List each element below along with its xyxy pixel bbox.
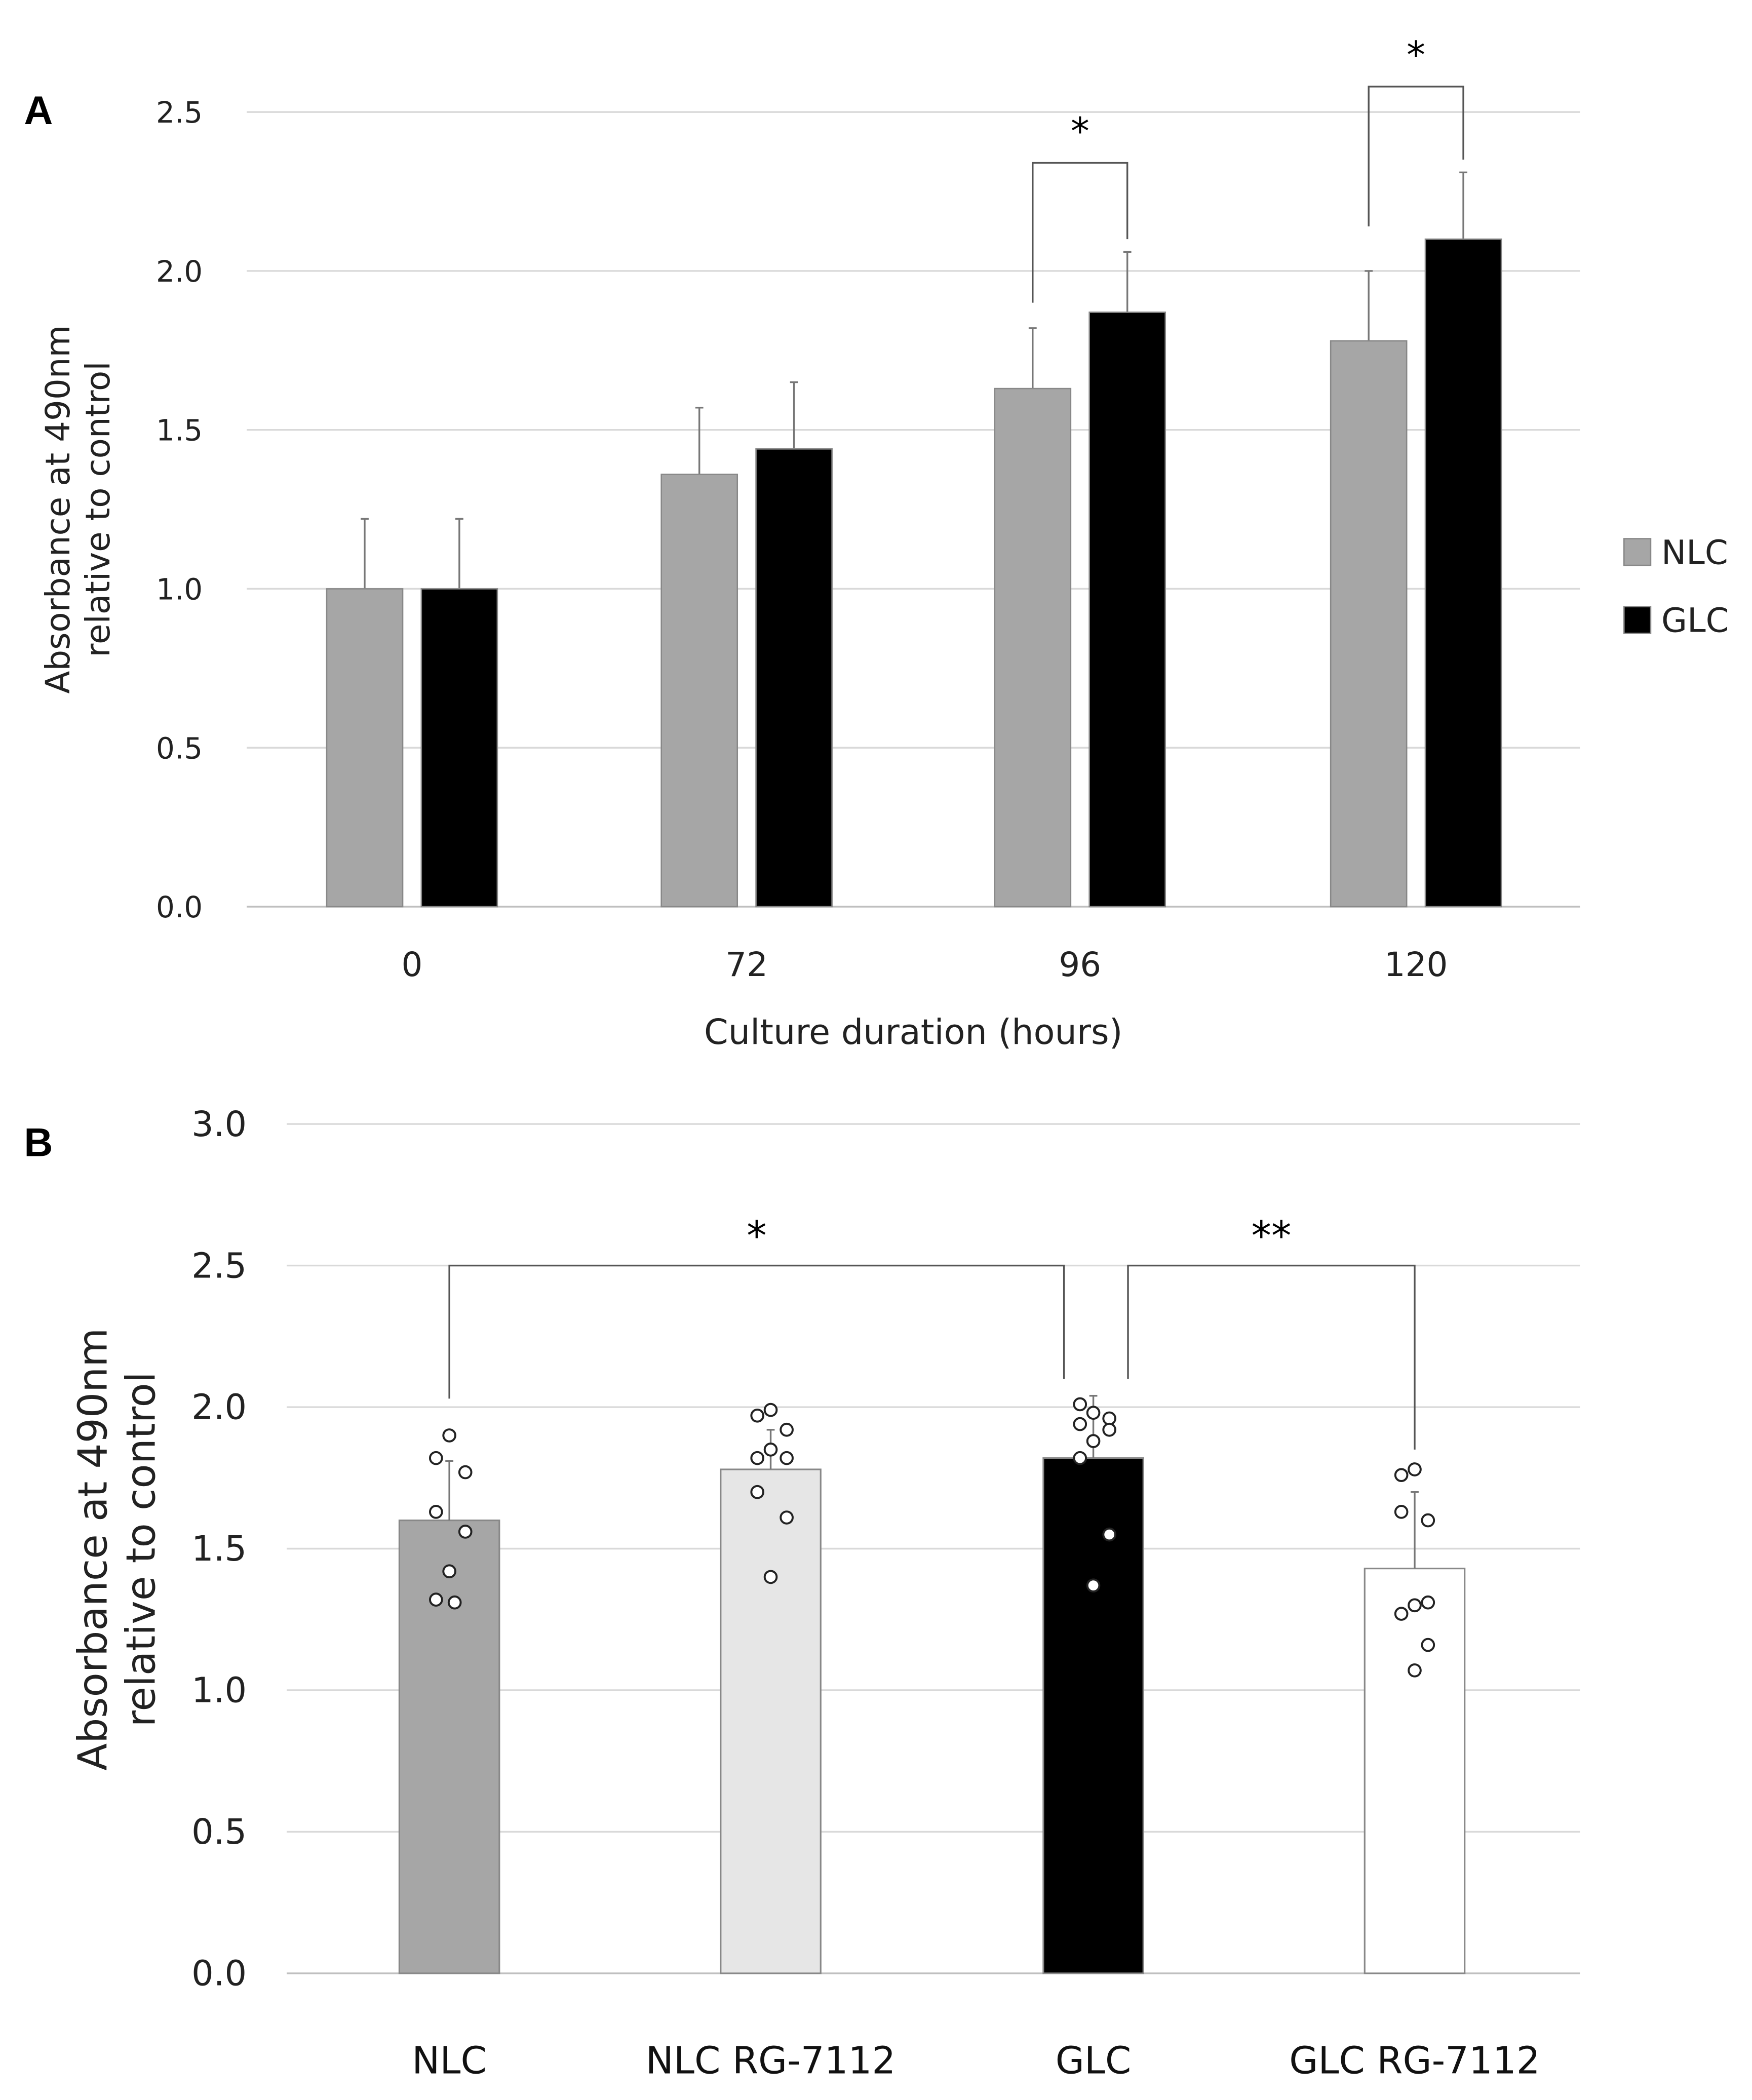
y-tick-label: 1.0 [191, 1670, 247, 1711]
y-tick-label: 1.5 [191, 1529, 247, 1569]
significance-bracket [1032, 162, 1128, 303]
panel-b: B 0.0 0.5 1.0 1.5 2.0 2.5 3.0 NLC NLC RG-7112 GLC G… [24, 1104, 1580, 2082]
significance-star: ** [1252, 1213, 1292, 1259]
bar-nlc [994, 387, 1072, 908]
y-tick-label: 1.0 [156, 572, 203, 607]
significance-star: * [747, 1213, 766, 1259]
x-tick-label: NLC [412, 2039, 487, 2082]
x-tick-label: GLC RG-7112 [1289, 2039, 1540, 2082]
data-point [429, 1505, 443, 1519]
data-point [1102, 1527, 1116, 1542]
data-point [1421, 1638, 1435, 1652]
data-point [429, 1451, 443, 1465]
x-tick-label: 96 [1059, 945, 1101, 984]
x-tick-label: NLC RG-7112 [646, 2039, 896, 2082]
data-point [1421, 1595, 1435, 1610]
data-point [750, 1451, 765, 1465]
y-axis-title: Absorbance at 490nmrelative to control [70, 1328, 165, 1771]
data-point [1086, 1434, 1101, 1448]
y-axis-title-line2: relative to control [79, 361, 118, 657]
bar-glc [1042, 1457, 1144, 1974]
data-point [1394, 1468, 1409, 1483]
data-point [1394, 1607, 1409, 1621]
data-point [1073, 1451, 1087, 1465]
legend-swatch-nlc [1623, 538, 1652, 566]
panel-label: B [24, 1120, 53, 1164]
x-tick-label: 72 [725, 945, 768, 984]
data-point [442, 1428, 456, 1443]
x-tick-label: 0 [401, 945, 422, 984]
data-point [763, 1570, 778, 1584]
data-point [1073, 1417, 1087, 1431]
bar-nlc-rg-7112 [720, 1468, 822, 1974]
data-point [763, 1403, 778, 1417]
data-point [447, 1595, 462, 1610]
data-point [780, 1510, 794, 1525]
legend-label: NLC [1661, 533, 1728, 572]
significance-bracket [1368, 86, 1464, 227]
bar-glc [755, 448, 833, 908]
y-axis-title: Absorbance at 490nmrelative to control [38, 325, 118, 693]
x-axis-title: Culture duration (hours) [704, 1012, 1122, 1053]
y-axis-title-line2: relative to control [118, 1372, 164, 1727]
significance-bracket [448, 1264, 1065, 1399]
legend-swatch-glc [1623, 606, 1652, 634]
data-point [780, 1451, 794, 1465]
y-axis-title-line1: Absorbance at 490nm [38, 325, 77, 693]
data-point [1421, 1513, 1435, 1528]
y-tick-label: 2.0 [191, 1387, 247, 1428]
bar-nlc [660, 474, 738, 908]
data-point [1408, 1663, 1422, 1678]
legend-label: GLC [1661, 601, 1729, 640]
bar-glc-rg-7112 [1364, 1568, 1466, 1974]
y-tick-label: 1.5 [156, 413, 203, 448]
data-point [1086, 1406, 1101, 1420]
significance-star: * [1071, 110, 1089, 153]
bar-glc [1424, 238, 1502, 908]
bar-nlc [398, 1520, 500, 1974]
bar-nlc [1330, 340, 1408, 908]
x-tick-label: GLC [1056, 2039, 1132, 2082]
y-tick-label: 2.5 [156, 95, 203, 130]
data-point [750, 1408, 765, 1423]
y-axis-title-line1: Absorbance at 490nm [70, 1328, 116, 1771]
data-point [1102, 1422, 1116, 1437]
data-point [458, 1525, 473, 1539]
data-point [458, 1465, 473, 1480]
data-point [750, 1485, 765, 1499]
y-tick-label: 0.5 [191, 1812, 247, 1852]
data-point [1073, 1397, 1087, 1412]
data-point [1408, 1598, 1422, 1613]
y-tick-label: 3.0 [191, 1104, 247, 1145]
significance-star: * [1407, 34, 1425, 77]
bar-glc [420, 588, 498, 908]
y-tick-label: 0.5 [156, 731, 203, 765]
x-tick-label: 120 [1384, 945, 1448, 984]
y-tick-label: 0.0 [156, 890, 203, 924]
panel-label: A [24, 88, 53, 133]
data-point [1086, 1578, 1101, 1592]
bar-glc [1088, 312, 1166, 908]
significance-bracket [1127, 1264, 1416, 1450]
bar-nlc [326, 588, 404, 908]
panel-a: A 0.0 0.5 1.0 1.5 2.0 2.5 0 72 96 120 * * Absorbance … [24, 34, 1729, 1053]
data-point [442, 1564, 456, 1579]
data-point [763, 1443, 778, 1457]
y-tick-label: 0.0 [191, 1954, 247, 1994]
y-tick-label: 2.5 [191, 1246, 247, 1286]
data-point [1394, 1505, 1409, 1519]
data-point [1408, 1462, 1422, 1476]
data-point [780, 1422, 794, 1437]
data-point [1102, 1411, 1116, 1426]
data-point [429, 1592, 443, 1607]
y-tick-label: 2.0 [156, 254, 203, 289]
